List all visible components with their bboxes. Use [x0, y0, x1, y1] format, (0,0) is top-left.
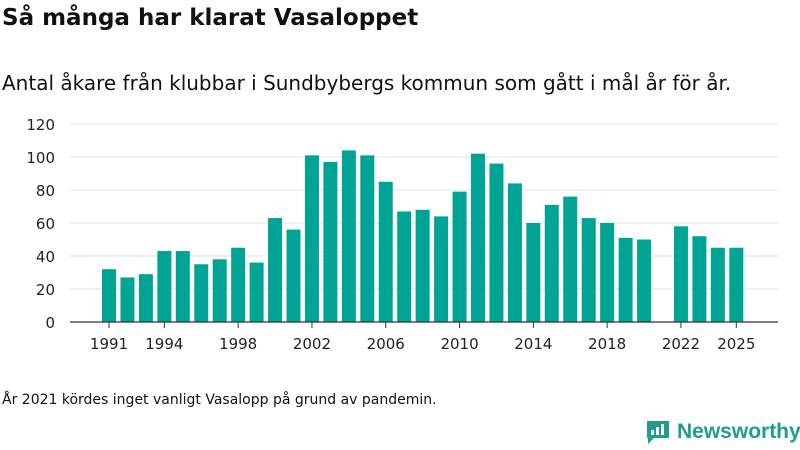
bar-1996 — [194, 264, 209, 322]
chart-subtitle: Antal åkare från klubbar i Sundbybergs k… — [2, 71, 732, 95]
x-axis-ticks: 1991 1994 1998 2002 2006 2010 2014 2018 2022 2025 — [90, 322, 755, 353]
bar-2003 — [323, 161, 338, 322]
x-tick-label-1991: 1991 — [90, 335, 128, 353]
bar-2013 — [507, 183, 522, 322]
y-tick-label-60: 60 — [36, 215, 55, 233]
bar-1992 — [120, 277, 135, 322]
footnote: År 2021 kördes inget vanligt Vasalopp på… — [2, 392, 437, 408]
y-tick-label-120: 120 — [26, 116, 55, 134]
chart-title: Så många har klarat Vasaloppet — [2, 5, 419, 31]
bar-2004 — [341, 150, 356, 322]
bars — [102, 150, 744, 322]
bar-2010 — [452, 191, 467, 322]
bar-2018 — [600, 223, 615, 322]
bar-2009 — [434, 216, 449, 322]
y-tick-label-40: 40 — [36, 248, 55, 266]
bar-1999 — [249, 262, 264, 322]
bar-1994 — [157, 251, 172, 322]
bar-2012 — [489, 163, 504, 322]
bar-2007 — [397, 211, 412, 322]
bar-1998 — [231, 247, 246, 322]
bar-1997 — [212, 259, 227, 322]
y-axis-ticks: 0 20 40 60 80 100 120 — [26, 116, 55, 332]
x-tick-label-2010: 2010 — [440, 335, 478, 353]
bar-2024 — [710, 247, 725, 322]
x-tick-label-2006: 2006 — [367, 335, 405, 353]
bar-2015 — [544, 204, 559, 322]
bar-2000 — [268, 218, 283, 322]
newsworthy-logo: Newsworthy — [645, 419, 800, 445]
y-tick-label-0: 0 — [45, 314, 55, 332]
x-tick-label-2025: 2025 — [717, 335, 755, 353]
bar-2005 — [360, 155, 375, 322]
bar-2006 — [378, 181, 393, 322]
bar-2017 — [581, 218, 596, 322]
bar-2022 — [673, 226, 688, 322]
bar-2016 — [563, 196, 578, 322]
bar-1993 — [138, 274, 153, 322]
bar-2011 — [471, 153, 485, 322]
bar-1995 — [175, 251, 190, 322]
bar-2001 — [286, 229, 301, 322]
bar-2014 — [526, 223, 541, 322]
x-tick-label-2018: 2018 — [588, 335, 626, 353]
brand-name: Newsworthy — [677, 420, 800, 443]
x-tick-label-1998: 1998 — [219, 335, 257, 353]
bar-2019 — [618, 237, 633, 322]
y-tick-label-80: 80 — [36, 182, 55, 200]
x-tick-label-2002: 2002 — [293, 335, 331, 353]
x-tick-label-2014: 2014 — [514, 335, 552, 353]
bar-1991 — [102, 269, 116, 322]
y-tick-label-100: 100 — [26, 149, 55, 167]
bar-2008 — [415, 209, 430, 322]
bar-2023 — [692, 236, 707, 322]
bar-2020 — [637, 239, 652, 322]
bar-2025 — [729, 247, 744, 322]
newsworthy-logo-icon — [647, 421, 669, 444]
x-tick-label-1994: 1994 — [145, 335, 183, 353]
x-tick-label-2022: 2022 — [662, 335, 700, 353]
y-tick-label-20: 20 — [36, 281, 55, 299]
bar-2002 — [304, 155, 319, 322]
